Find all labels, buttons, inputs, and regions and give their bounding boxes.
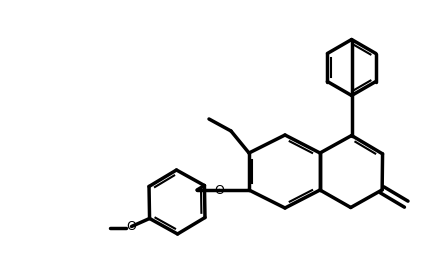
Text: O: O	[127, 220, 137, 233]
Text: O: O	[214, 184, 224, 196]
